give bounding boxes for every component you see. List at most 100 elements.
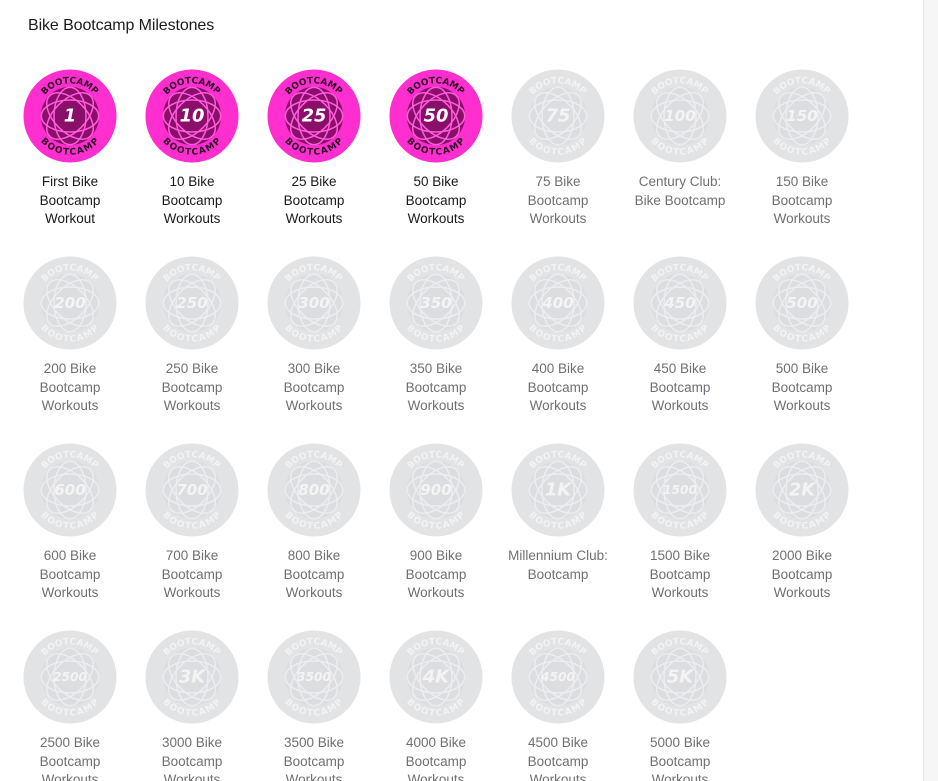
milestone-badge[interactable]: BOOTCAMP BOOTCAMP 450 450 Bike Bootcamp Wor… — [619, 256, 741, 443]
milestone-number: 250 — [176, 294, 207, 312]
milestone-badge[interactable]: BOOTCAMP BOOTCAMP 900 900 Bike Bootcamp Wor… — [375, 443, 497, 630]
milestone-label: 700 Bike Bootcamp Workouts — [161, 548, 223, 600]
milestone-label: 400 Bike Bootcamp Workouts — [527, 361, 589, 413]
milestone-label: 4000 Bike Bootcamp Workouts — [405, 735, 467, 781]
milestone-label: Millennium Club: Bootcamp — [508, 548, 608, 582]
milestone-badge[interactable]: BOOTCAMP BOOTCAMP 2K 2000 Bike Bootcamp Wor… — [741, 443, 863, 630]
milestone-badge[interactable]: BOOTCAMP BOOTCAMP 10 10 Bike Bootcamp Worko… — [131, 69, 253, 256]
milestone-label: 10 Bike Bootcamp Workouts — [161, 174, 223, 226]
milestone-badge[interactable]: BOOTCAMP BOOTCAMP 1 First Bike Bootcamp Wor… — [9, 69, 131, 256]
section-title: Bike Bootcamp Milestones — [28, 17, 215, 34]
milestone-badge[interactable]: BOOTCAMP BOOTCAMP 3500 3500 Bike Bootcamp W… — [253, 630, 375, 781]
milestone-label: 3000 Bike Bootcamp Workouts — [161, 735, 223, 781]
milestone-badge[interactable]: BOOTCAMP BOOTCAMP 5K 5000 Bike Bootcamp Wor… — [619, 630, 741, 781]
milestone-number: 350 — [420, 294, 451, 312]
milestone-badge[interactable]: BOOTCAMP BOOTCAMP 50 50 Bike Bootcamp Worko… — [375, 69, 497, 256]
milestone-label: 2000 Bike Bootcamp Workouts — [771, 548, 833, 600]
milestone-number: 2K — [789, 479, 816, 500]
milestone-badge[interactable]: BOOTCAMP BOOTCAMP 200 200 Bike Bootcamp Wor… — [9, 256, 131, 443]
milestone-label: 900 Bike Bootcamp Workouts — [405, 548, 467, 600]
milestone-badge[interactable]: BOOTCAMP BOOTCAMP 1500 1500 Bike Bootcamp W… — [619, 443, 741, 630]
milestone-number: 25 — [302, 105, 327, 126]
milestone-label: 450 Bike Bootcamp Workouts — [649, 361, 711, 413]
milestone-number: 700 — [176, 481, 207, 499]
milestone-badge[interactable]: BOOTCAMP BOOTCAMP 250 250 Bike Bootcamp Wor… — [131, 256, 253, 443]
milestone-label: 600 Bike Bootcamp Workouts — [39, 548, 101, 600]
milestone-number: 3K — [179, 666, 206, 687]
milestone-label: 50 Bike Bootcamp Workouts — [405, 174, 467, 226]
milestone-number: 900 — [420, 481, 451, 499]
vertical-scrollbar[interactable] — [923, 0, 938, 781]
milestone-label: 3500 Bike Bootcamp Workouts — [283, 735, 345, 781]
milestone-badge[interactable]: BOOTCAMP BOOTCAMP 75 75 Bike Bootcamp Worko… — [497, 69, 619, 256]
milestone-label: 1500 Bike Bootcamp Workouts — [649, 548, 711, 600]
milestone-number: 3500 — [297, 670, 332, 684]
milestone-number: 5K — [667, 666, 694, 687]
milestone-grid: BOOTCAMP BOOTCAMP 1 First Bike Bootcamp Wor… — [9, 69, 863, 781]
milestone-badge[interactable]: BOOTCAMP BOOTCAMP 400 400 Bike Bootcamp Wor… — [497, 256, 619, 443]
milestone-badge[interactable]: BOOTCAMP BOOTCAMP 500 500 Bike Bootcamp Wor… — [741, 256, 863, 443]
milestone-number: 4500 — [540, 670, 576, 684]
milestone-number: 500 — [786, 294, 817, 312]
milestone-badge[interactable]: BOOTCAMP BOOTCAMP 4500 4500 Bike Bootcamp W… — [497, 630, 619, 781]
milestone-badge[interactable]: BOOTCAMP BOOTCAMP 25 25 Bike Bootcamp Worko… — [253, 69, 375, 256]
milestone-badge[interactable]: BOOTCAMP BOOTCAMP 1K Millennium Club: Bootc… — [497, 443, 619, 630]
milestone-badge[interactable]: BOOTCAMP BOOTCAMP 800 800 Bike Bootcamp Wor… — [253, 443, 375, 630]
milestone-badge[interactable]: BOOTCAMP BOOTCAMP 600 600 Bike Bootcamp Wor… — [9, 443, 131, 630]
milestone-number: 75 — [546, 105, 571, 126]
milestone-badge[interactable]: BOOTCAMP BOOTCAMP 700 700 Bike Bootcamp Wor… — [131, 443, 253, 630]
milestone-badge[interactable]: BOOTCAMP BOOTCAMP 4K 4000 Bike Bootcamp Wor… — [375, 630, 497, 781]
milestone-label: Century Club: Bike Bootcamp — [634, 174, 726, 208]
milestone-number: 2500 — [53, 670, 88, 684]
milestone-number: 50 — [424, 105, 449, 126]
milestone-number: 1K — [545, 479, 572, 500]
milestone-label: 2500 Bike Bootcamp Workouts — [39, 735, 101, 781]
milestone-label: 75 Bike Bootcamp Workouts — [527, 174, 589, 226]
milestone-number: 4K — [422, 666, 450, 687]
milestone-number: 10 — [180, 105, 205, 126]
milestone-label: 5000 Bike Bootcamp Workouts — [649, 735, 711, 781]
milestone-badge[interactable]: BOOTCAMP BOOTCAMP 150 150 Bike Bootcamp Wor… — [741, 69, 863, 256]
milestone-number: 150 — [786, 107, 817, 125]
milestone-number: 100 — [664, 107, 695, 125]
milestone-badge[interactable]: BOOTCAMP BOOTCAMP 3K 3000 Bike Bootcamp Wor… — [131, 630, 253, 781]
milestone-label: 500 Bike Bootcamp Workouts — [771, 361, 833, 413]
milestone-label: 4500 Bike Bootcamp Workouts — [527, 735, 589, 781]
milestone-label: 350 Bike Bootcamp Workouts — [405, 361, 467, 413]
milestone-label: 250 Bike Bootcamp Workouts — [161, 361, 223, 413]
milestone-number: 300 — [298, 294, 329, 312]
milestone-badge[interactable]: BOOTCAMP BOOTCAMP 350 350 Bike Bootcamp Wor… — [375, 256, 497, 443]
milestone-badge[interactable]: BOOTCAMP BOOTCAMP 300 300 Bike Bootcamp Wor… — [253, 256, 375, 443]
milestone-label: 150 Bike Bootcamp Workouts — [771, 174, 833, 226]
milestone-number: 600 — [54, 481, 85, 499]
milestone-number: 1 — [64, 105, 76, 126]
milestone-number: 800 — [298, 481, 329, 499]
milestone-number: 450 — [663, 294, 695, 312]
milestone-badge[interactable]: BOOTCAMP BOOTCAMP 2500 2500 Bike Bootcamp W… — [9, 630, 131, 781]
milestone-label: First Bike Bootcamp Workout — [39, 174, 101, 226]
milestone-badge[interactable]: BOOTCAMP BOOTCAMP 100 Century Club: Bike Bo… — [619, 69, 741, 256]
